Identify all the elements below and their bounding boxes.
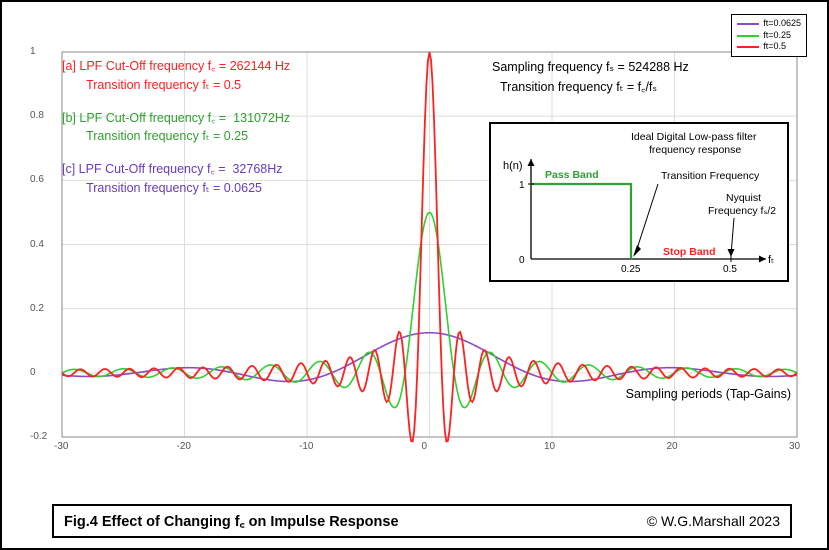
left-annotations: [a] LPF Cut-Off frequency f꜀ = 262144 Hz…	[62, 57, 290, 212]
inset-plot: 0 1 0.25 0.5 h(n) fₜ Ideal Digital Low-pass fi…	[491, 124, 791, 284]
svg-text:0.5: 0.5	[723, 264, 737, 275]
legend: ft=0.0625ft=0.25ft=0.5	[731, 14, 807, 57]
legend-item: ft=0.0625	[737, 18, 801, 30]
ytick-label: 1	[30, 46, 36, 57]
legend-swatch	[737, 23, 759, 25]
caption-box: Fig.4 Effect of Changing f꜀ on Impulse R…	[52, 504, 792, 538]
ytick-label: 0.2	[30, 303, 44, 314]
legend-label: ft=0.0625	[763, 18, 801, 30]
legend-item: ft=0.25	[737, 30, 801, 42]
svg-text:fₜ: fₜ	[768, 254, 774, 266]
svg-text:1: 1	[519, 180, 525, 191]
xaxis-label: Sampling periods (Tap-Gains)	[626, 387, 791, 401]
annotation-cutoff: [c] LPF Cut-Off frequency f꜀ = 32768Hz	[62, 160, 290, 179]
svg-text:Nyquist: Nyquist	[726, 192, 761, 204]
svg-text:frequency response: frequency response	[649, 144, 741, 156]
annotation-transition: Transition frequency fₜ = 0.5	[62, 76, 290, 95]
inset-diagram: 0 1 0.25 0.5 h(n) fₜ Ideal Digital Low-pass fi…	[489, 122, 789, 282]
ytick-label: 0	[30, 367, 36, 378]
annotation-transition: Transition frequency fₜ = 0.25	[62, 127, 290, 146]
svg-text:Stop Band: Stop Band	[663, 246, 716, 258]
xtick-label: 20	[667, 441, 678, 452]
xtick-label: -20	[177, 441, 191, 452]
legend-swatch	[737, 35, 759, 37]
legend-label: ft=0.5	[763, 41, 786, 53]
xtick-label: -10	[299, 441, 313, 452]
legend-label: ft=0.25	[763, 30, 791, 42]
annotation-block: [b] LPF Cut-Off frequency f꜀ = 131072Hz …	[62, 109, 290, 147]
annotation-block: [c] LPF Cut-Off frequency f꜀ = 32768Hz T…	[62, 160, 290, 198]
svg-text:Frequency fₛ/2: Frequency fₛ/2	[708, 205, 776, 217]
legend-item: ft=0.5	[737, 41, 801, 53]
ytick-label: 0.8	[30, 110, 44, 121]
svg-text:0: 0	[519, 255, 525, 266]
legend-swatch	[737, 46, 759, 48]
transition-freq-formula: Transition frequency fₜ = f꜀/fₛ	[500, 77, 689, 97]
xtick-label: 10	[544, 441, 555, 452]
svg-text:h(n): h(n)	[503, 160, 523, 172]
ytick-label: 0.4	[30, 239, 44, 250]
svg-text:Transition Frequency: Transition Frequency	[661, 170, 760, 182]
ytick-label: -0.2	[30, 431, 47, 442]
annotation-transition: Transition frequency fₜ = 0.0625	[62, 179, 290, 198]
ytick-label: 0.6	[30, 174, 44, 185]
annotation-cutoff: [b] LPF Cut-Off frequency f꜀ = 131072Hz	[62, 109, 290, 128]
sampling-freq-text: Sampling frequency fₛ = 524288 Hz	[492, 57, 689, 77]
svg-text:0.25: 0.25	[621, 264, 641, 275]
xtick-label: -30	[54, 441, 68, 452]
xtick-label: 0	[422, 441, 428, 452]
figure-frame: ft=0.0625ft=0.25ft=0.5 [a] LPF Cut-Off f…	[0, 0, 829, 550]
caption-title: Fig.4 Effect of Changing f꜀ on Impulse R…	[64, 511, 399, 531]
right-annotation: Sampling frequency fₛ = 524288 Hz Transi…	[492, 57, 689, 97]
caption-copyright: © W.G.Marshall 2023	[647, 513, 780, 529]
svg-text:Pass Band: Pass Band	[545, 169, 599, 181]
svg-text:Ideal Digital Low-pass filter: Ideal Digital Low-pass filter	[631, 131, 757, 143]
annotation-cutoff: [a] LPF Cut-Off frequency f꜀ = 262144 Hz	[62, 57, 290, 76]
annotation-block: [a] LPF Cut-Off frequency f꜀ = 262144 Hz…	[62, 57, 290, 95]
xtick-label: 30	[789, 441, 800, 452]
